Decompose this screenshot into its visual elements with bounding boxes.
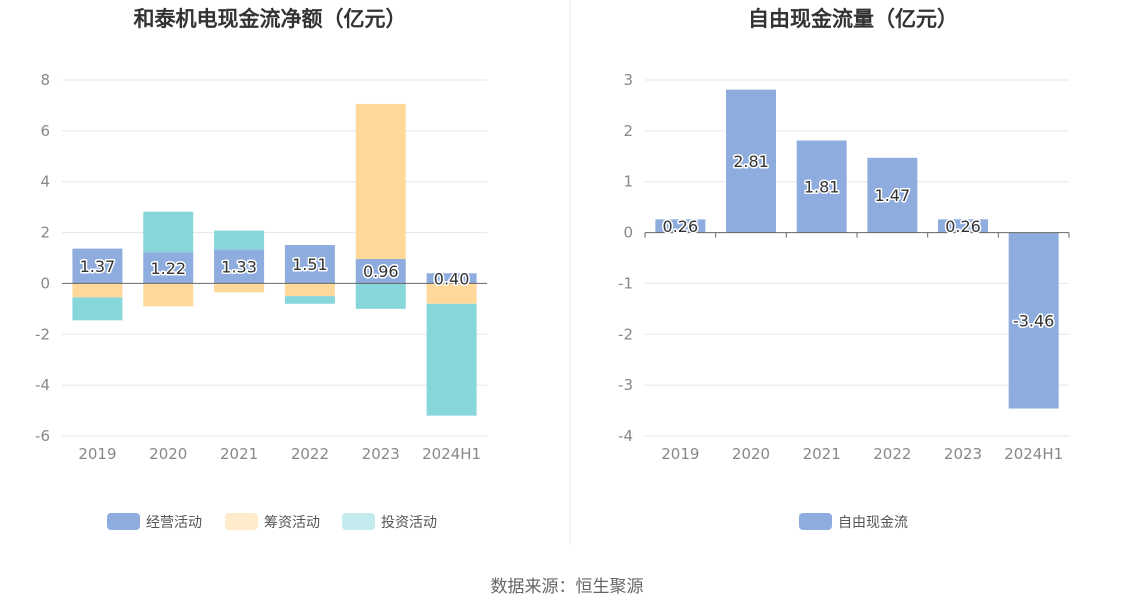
- legend-swatch: [107, 513, 140, 530]
- bar-fcf: [938, 219, 988, 233]
- y-tick-label: 3: [623, 71, 633, 89]
- data-label: 1.47: [875, 186, 911, 205]
- bar-operating: [355, 259, 406, 284]
- bar-investing: [143, 211, 194, 253]
- data-label: 1.37: [80, 257, 116, 276]
- legend-label: 筹资活动: [264, 514, 320, 531]
- bar-operating: [426, 273, 477, 284]
- data-label: 2.81: [733, 152, 769, 171]
- data-label: 0.26: [945, 217, 981, 236]
- legend-label: 自由现金流: [838, 515, 908, 531]
- y-tick-label: 2: [40, 224, 50, 242]
- x-tick-label: 2020: [732, 445, 770, 463]
- y-tick-label: -3: [618, 376, 633, 394]
- bar-financing: [426, 283, 477, 304]
- chart-title: 和泰机电现金流净额（亿元）: [134, 7, 407, 31]
- x-tick-label: 2021: [803, 445, 841, 463]
- y-tick-label: -2: [35, 325, 50, 343]
- data-label: 0.96: [363, 262, 399, 281]
- data-label: 1.22: [150, 259, 186, 278]
- bar-investing: [214, 230, 265, 250]
- data-label: 1.81: [804, 178, 840, 197]
- y-tick-label: -1: [618, 274, 633, 292]
- legend-label: 经营活动: [146, 515, 202, 531]
- x-tick-label: 2023: [944, 445, 982, 463]
- x-tick-label: 2019: [78, 445, 116, 463]
- bar-financing: [72, 283, 123, 298]
- data-label: 0.40: [434, 269, 470, 288]
- bar-fcf: [796, 140, 847, 233]
- bar-investing: [355, 283, 406, 309]
- legend-label: 投资活动: [381, 515, 437, 531]
- y-tick-label: 2: [623, 122, 633, 140]
- x-tick-label: 2022: [291, 445, 329, 463]
- x-tick-label: 2019: [661, 445, 699, 463]
- bar-fcf: [1008, 232, 1059, 409]
- y-tick-label: -4: [35, 376, 50, 394]
- bar-financing: [143, 283, 194, 307]
- bar-operating: [284, 245, 335, 284]
- x-tick-label: 2024H1: [1004, 445, 1063, 463]
- bar-operating: [72, 248, 123, 284]
- data-source: 数据来源：恒生聚源: [491, 577, 644, 597]
- y-tick-label: -4: [618, 427, 633, 445]
- y-tick-label: -2: [618, 325, 633, 343]
- legend-swatch: [225, 513, 258, 530]
- bar-operating: [214, 249, 265, 284]
- y-tick-label: 8: [40, 71, 50, 89]
- y-tick-label: 0: [40, 274, 50, 292]
- y-tick-label: 1: [623, 173, 633, 191]
- bar-operating: [143, 252, 194, 284]
- data-label: 0.26: [663, 217, 699, 236]
- data-label: -3.46: [1013, 312, 1054, 331]
- y-tick-label: 0: [623, 224, 633, 242]
- y-tick-label: 6: [40, 122, 50, 140]
- x-tick-label: 2021: [220, 445, 258, 463]
- x-tick-label: 2020: [149, 445, 187, 463]
- y-tick-label: -6: [35, 427, 50, 445]
- bar-fcf: [867, 157, 918, 233]
- y-tick-label: 4: [40, 173, 50, 191]
- chart-title: 自由现金流量（亿元）: [748, 7, 958, 31]
- legend-swatch: [342, 513, 375, 530]
- legend-swatch: [799, 513, 832, 530]
- bar-investing: [284, 296, 335, 304]
- bar-fcf: [726, 89, 776, 233]
- bar-financing: [214, 283, 265, 293]
- bar-financing: [355, 103, 406, 260]
- data-label: 1.51: [292, 255, 328, 274]
- x-tick-label: 2022: [873, 445, 911, 463]
- data-label: 1.33: [221, 258, 257, 277]
- x-tick-label: 2024H1: [422, 445, 481, 463]
- net-cash-flow-chart: 和泰机电现金流净额（亿元） 8 6 4 2 0 -2 -4 -6 1.37 1.22 1.33 1.51…: [35, 7, 487, 531]
- bar-financing: [284, 283, 335, 297]
- bar-fcf: [655, 219, 706, 233]
- bar-investing: [426, 303, 477, 416]
- free-cash-flow-chart: 自由现金流量（亿元） 3 2 1 0 -1 -2 -3 -4 0.26 2.81 1.81 1.47 0.…: [618, 7, 1070, 531]
- x-tick-label: 2023: [362, 445, 400, 463]
- bar-investing: [72, 297, 123, 321]
